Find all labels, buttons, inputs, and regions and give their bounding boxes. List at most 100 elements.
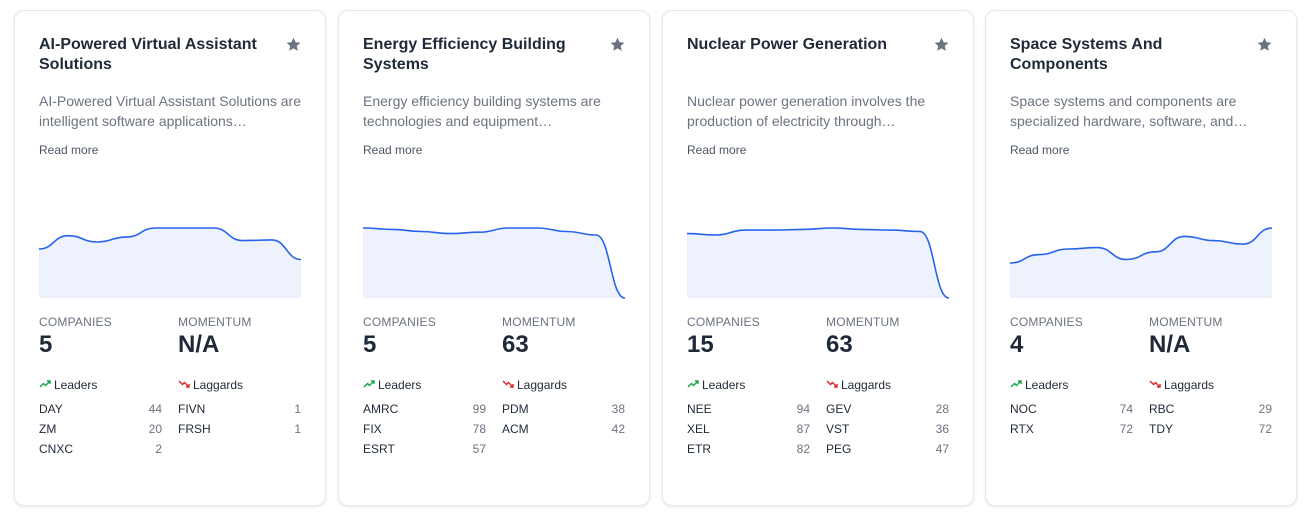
score: 1 [294, 422, 301, 436]
ticker[interactable]: DAY [39, 402, 63, 416]
ticker[interactable]: CNXC [39, 442, 74, 456]
laggards-label: Laggards [1164, 378, 1215, 392]
leader-row[interactable]: CNXC 2 [39, 441, 162, 461]
ticker[interactable]: NEE [687, 402, 712, 416]
leader-row[interactable]: NEE 94 [687, 401, 810, 421]
card-title[interactable]: Nuclear Power Generation [687, 36, 888, 53]
companies-count: 15 [687, 331, 714, 358]
leader-row[interactable]: DAY 44 [39, 401, 162, 421]
theme-card[interactable]: Energy Efficiency Building Systems Energ… [338, 10, 650, 506]
trend-sparkline [38, 227, 302, 298]
ticker[interactable]: TDY [1149, 422, 1173, 436]
ticker[interactable]: AMRC [363, 402, 399, 416]
leader-row[interactable]: ESRT 57 [363, 441, 486, 461]
trend-up-icon [687, 378, 699, 392]
ticker[interactable]: XEL [687, 422, 710, 436]
score: 2 [155, 442, 162, 456]
ticker[interactable]: ETR [687, 442, 711, 456]
laggard-row[interactable]: TDY 72 [1149, 421, 1272, 441]
leader-row[interactable]: AMRC 99 [363, 401, 486, 421]
ticker[interactable]: VST [826, 422, 850, 436]
score: 72 [1119, 422, 1133, 436]
leader-row[interactable]: XEL 87 [687, 421, 810, 441]
laggard-row[interactable]: ACM 42 [502, 421, 625, 441]
trend-up-icon [363, 378, 375, 392]
laggard-row[interactable]: GEV 28 [826, 401, 949, 421]
momentum-label: MOMENTUM [178, 315, 252, 329]
score: 42 [611, 422, 625, 436]
ticker[interactable]: FIX [363, 422, 382, 436]
momentum-label: MOMENTUM [826, 315, 900, 329]
laggard-row[interactable]: VST 36 [826, 421, 949, 441]
trend-down-icon [178, 378, 190, 392]
ticker[interactable]: PEG [826, 442, 852, 456]
leaders-label: Leaders [702, 378, 746, 392]
theme-card[interactable]: Space Systems And Components Space syste… [985, 10, 1297, 506]
sparkline-line [38, 227, 302, 261]
ticker[interactable]: FIVN [178, 402, 206, 416]
sparkline-line [686, 227, 950, 299]
ticker[interactable]: PDM [502, 402, 529, 416]
ticker[interactable]: ESRT [363, 442, 395, 456]
laggard-row[interactable]: RBC 29 [1149, 401, 1272, 421]
laggards-header: Laggards [502, 378, 567, 392]
star-icon[interactable] [609, 36, 626, 53]
companies-count: 5 [39, 331, 53, 358]
laggards-list: RBC 29 TDY 72 [1149, 401, 1272, 441]
leader-row[interactable]: ZM 20 [39, 421, 162, 441]
ticker[interactable]: NOC [1010, 402, 1037, 416]
momentum-value: 63 [826, 331, 853, 358]
card-title[interactable]: Space Systems And Components [1010, 36, 1163, 73]
leader-row[interactable]: NOC 74 [1010, 401, 1133, 421]
laggard-row[interactable]: PDM 38 [502, 401, 625, 421]
ticker[interactable]: ZM [39, 422, 57, 436]
sparkline-area [1010, 228, 1272, 298]
score: 87 [796, 422, 810, 436]
leaders-list: DAY 44 ZM 20 CNXC 2 [39, 401, 162, 461]
star-icon[interactable] [933, 36, 950, 53]
score: 72 [1258, 422, 1272, 436]
laggards-list: FIVN 1 FRSH 1 [178, 401, 301, 441]
theme-card[interactable]: Nuclear Power Generation Nuclear power g… [662, 10, 974, 506]
read-more-link[interactable]: Read more [363, 143, 423, 157]
laggard-row[interactable]: FIVN 1 [178, 401, 301, 421]
leader-row[interactable]: FIX 78 [363, 421, 486, 441]
score: 1 [294, 402, 301, 416]
score: 99 [472, 402, 486, 416]
score: 57 [472, 442, 486, 456]
companies-count: 5 [363, 331, 377, 358]
leaders-list: NOC 74 RTX 72 [1010, 401, 1133, 441]
star-icon[interactable] [285, 36, 302, 53]
score: 28 [935, 402, 949, 416]
read-more-link[interactable]: Read more [1010, 143, 1070, 157]
theme-card[interactable]: AI-Powered Virtual Assistant Solutions A… [14, 10, 326, 506]
laggard-row[interactable]: FRSH 1 [178, 421, 301, 441]
score: 44 [148, 402, 162, 416]
sparkline-area [687, 228, 949, 298]
star-icon[interactable] [1256, 36, 1273, 53]
leader-row[interactable]: RTX 72 [1010, 421, 1133, 441]
momentum-value: N/A [1149, 331, 1191, 358]
card-title[interactable]: AI-Powered Virtual Assistant Solutions [39, 36, 257, 73]
ticker[interactable]: FRSH [178, 422, 211, 436]
laggards-header: Laggards [178, 378, 243, 392]
card-title[interactable]: Energy Efficiency Building Systems [363, 36, 566, 73]
leader-row[interactable]: ETR 82 [687, 441, 810, 461]
laggards-list: PDM 38 ACM 42 [502, 401, 625, 441]
read-more-link[interactable]: Read more [687, 143, 747, 157]
ticker[interactable]: RTX [1010, 422, 1034, 436]
leaders-label: Leaders [1025, 378, 1069, 392]
momentum-label: MOMENTUM [502, 315, 576, 329]
leaders-header: Leaders [363, 378, 421, 392]
ticker[interactable]: GEV [826, 402, 852, 416]
ticker[interactable]: RBC [1149, 402, 1175, 416]
laggards-label: Laggards [193, 378, 244, 392]
companies-label: COMPANIES [1010, 315, 1083, 329]
read-more-link[interactable]: Read more [39, 143, 99, 157]
laggard-row[interactable]: PEG 47 [826, 441, 949, 461]
ticker[interactable]: ACM [502, 422, 529, 436]
momentum-value: N/A [178, 331, 220, 358]
companies-count: 4 [1010, 331, 1024, 358]
trend-up-icon [1010, 378, 1022, 392]
sparkline-line [1009, 227, 1273, 264]
